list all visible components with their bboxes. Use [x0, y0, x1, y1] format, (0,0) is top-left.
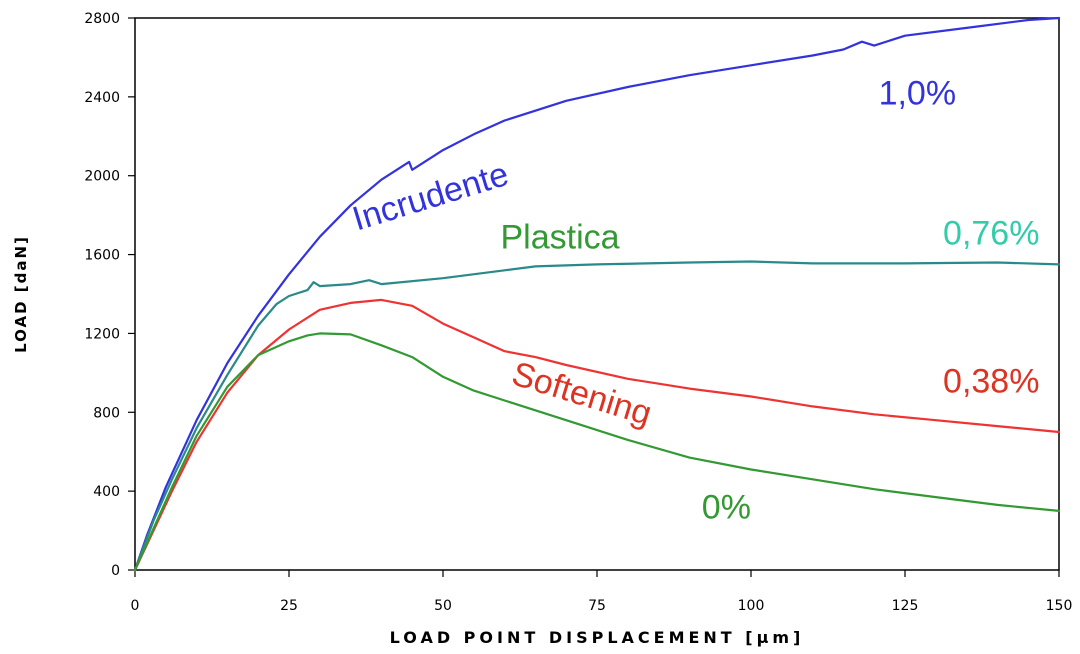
series-layer — [133, 16, 1061, 572]
annotation-label: Plastica — [501, 219, 620, 257]
y-tick-label: 2400 — [84, 90, 120, 106]
series-line-3 — [133, 298, 1061, 572]
series-line-2 — [133, 260, 1061, 572]
y-tick-label: 2800 — [84, 11, 120, 27]
y-tick-label: 400 — [93, 484, 120, 500]
x-tick-label: 150 — [1046, 598, 1073, 614]
y-tick-label: 1600 — [84, 248, 120, 264]
annotation-label: 0,38% — [943, 363, 1039, 401]
series-line-4 — [133, 332, 1061, 572]
annotation-label: 1,0% — [879, 75, 957, 113]
y-tick-label: 0 — [111, 563, 120, 579]
y-tick-label: 2000 — [84, 169, 120, 185]
annotation-label: Softening — [507, 355, 656, 433]
annotation-label: 0,76% — [943, 215, 1039, 253]
annotation-label: Incrudente — [348, 155, 513, 238]
x-tick-label: 100 — [738, 598, 765, 614]
y-axis-label: LOAD [daN] — [12, 235, 30, 353]
x-tick-label: 25 — [280, 598, 298, 614]
annotation-label: 0% — [702, 489, 751, 527]
x-tick-label: 0 — [131, 598, 140, 614]
x-tick-label: 125 — [892, 598, 919, 614]
series-line-1 — [133, 16, 1061, 572]
x-axis-ticks: 0 25 50 75 100 125 150 — [131, 570, 1073, 614]
y-tick-label: 1200 — [84, 326, 120, 342]
y-tick-label: 800 — [93, 405, 120, 421]
y-axis-ticks: 0 400 800 1200 1600 2000 2400 2800 — [84, 11, 135, 579]
x-tick-label: 75 — [588, 598, 606, 614]
x-tick-label: 50 — [434, 598, 452, 614]
x-axis-label: LOAD POINT DISPLACEMENT [μm] — [390, 628, 805, 647]
